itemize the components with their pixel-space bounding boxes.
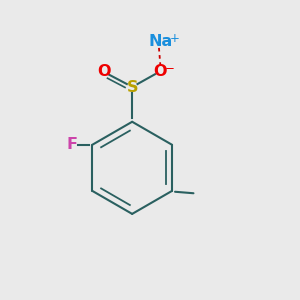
Text: +: + [170, 32, 180, 45]
Text: S: S [126, 80, 138, 95]
Text: −: − [164, 62, 174, 75]
Text: Na: Na [149, 34, 173, 49]
Text: O: O [154, 64, 167, 79]
Text: F: F [67, 137, 78, 152]
Text: O: O [97, 64, 111, 79]
